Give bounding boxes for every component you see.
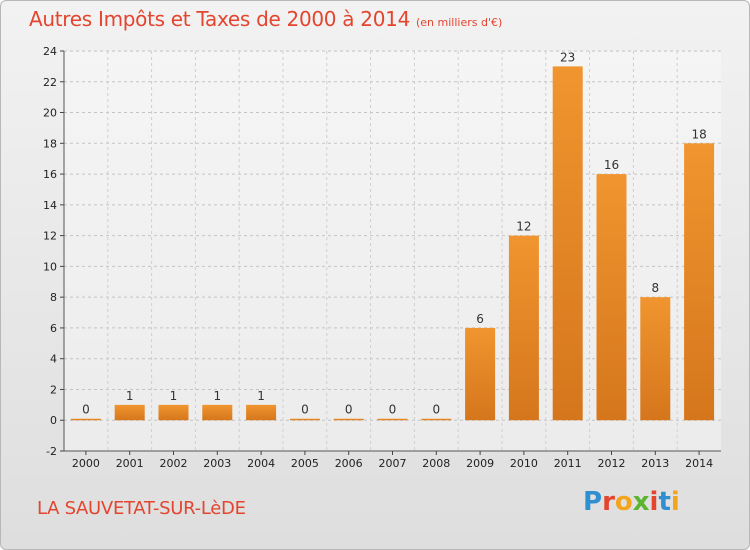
bar-value-label: 0 (301, 403, 309, 417)
bar-value-label: 1 (213, 389, 221, 403)
bar-value-label: 1 (257, 389, 265, 403)
y-tick-label: 6 (50, 322, 57, 335)
bar (421, 418, 452, 421)
x-tick-label: 2008 (422, 457, 450, 470)
x-tick-label: 2004 (247, 457, 275, 470)
bar-value-label: 1 (126, 389, 134, 403)
bar-value-label: 1 (170, 389, 178, 403)
y-tick-label: 24 (43, 45, 57, 58)
bar-value-label: 18 (691, 127, 706, 141)
y-tick-label: 8 (50, 291, 57, 304)
x-tick-label: 2005 (291, 457, 319, 470)
y-tick-label: 2 (50, 383, 57, 396)
y-tick-label: 10 (43, 260, 57, 273)
bar-value-label: 12 (516, 220, 531, 234)
bar (640, 297, 671, 421)
logo-letter: i (649, 487, 659, 517)
bar (465, 327, 496, 421)
bar (114, 404, 145, 421)
x-tick-label: 2006 (335, 457, 363, 470)
x-tick-label: 2003 (203, 457, 231, 470)
y-tick-label: 16 (43, 168, 57, 181)
bar-value-label: 0 (345, 403, 353, 417)
bar-value-label: 0 (432, 403, 440, 417)
logo-letter: o (614, 487, 633, 517)
y-tick-label: -2 (46, 445, 57, 458)
chart-title: Autres Impôts et Taxes de 2000 à 2014 (en… (29, 7, 502, 31)
x-tick-label: 2013 (641, 457, 669, 470)
bar (289, 418, 320, 421)
bar-value-label: 0 (82, 403, 90, 417)
x-tick-label: 2009 (466, 457, 494, 470)
logo-letter: i (670, 487, 680, 517)
bar (202, 404, 233, 421)
x-tick-label: 2002 (160, 457, 188, 470)
logo-letter: x (632, 487, 650, 517)
bar-value-label: 6 (476, 312, 484, 326)
bar (377, 418, 408, 421)
chart-title-text: Autres Impôts et Taxes de 2000 à 2014 (29, 7, 410, 31)
logo-letter: r (602, 487, 615, 517)
bar (158, 404, 189, 421)
bar (596, 174, 627, 421)
y-tick-label: 20 (43, 107, 57, 120)
y-tick-label: 0 (50, 414, 57, 427)
y-tick-label: 12 (43, 230, 57, 243)
y-tick-label: 14 (43, 199, 57, 212)
location-label: LA SAUVETAT-SUR-LèDE (37, 498, 246, 519)
x-tick-label: 2010 (510, 457, 538, 470)
bar (684, 143, 715, 421)
bar-value-label: 0 (389, 403, 397, 417)
x-tick-label: 2000 (72, 457, 100, 470)
x-tick-label: 2014 (685, 457, 713, 470)
bar (246, 404, 277, 421)
x-tick-label: 2011 (554, 457, 582, 470)
bar (333, 418, 364, 421)
bar-value-label: 8 (651, 281, 659, 295)
y-tick-label: 22 (43, 76, 57, 89)
bar (70, 418, 101, 421)
chart-unit-label: (en milliers d'€) (416, 16, 503, 29)
y-tick-label: 18 (43, 137, 57, 150)
logo-letter: P (583, 487, 603, 517)
x-tick-label: 2007 (379, 457, 407, 470)
proxiti-logo: Proxiti (583, 487, 680, 517)
x-tick-label: 2012 (598, 457, 626, 470)
bar-value-label: 16 (604, 158, 619, 172)
x-tick-label: 2001 (116, 457, 144, 470)
bar-value-label: 23 (560, 50, 575, 64)
y-tick-label: 4 (50, 353, 57, 366)
logo-letter: t (658, 487, 671, 517)
bar (552, 66, 583, 421)
bar (508, 235, 539, 421)
